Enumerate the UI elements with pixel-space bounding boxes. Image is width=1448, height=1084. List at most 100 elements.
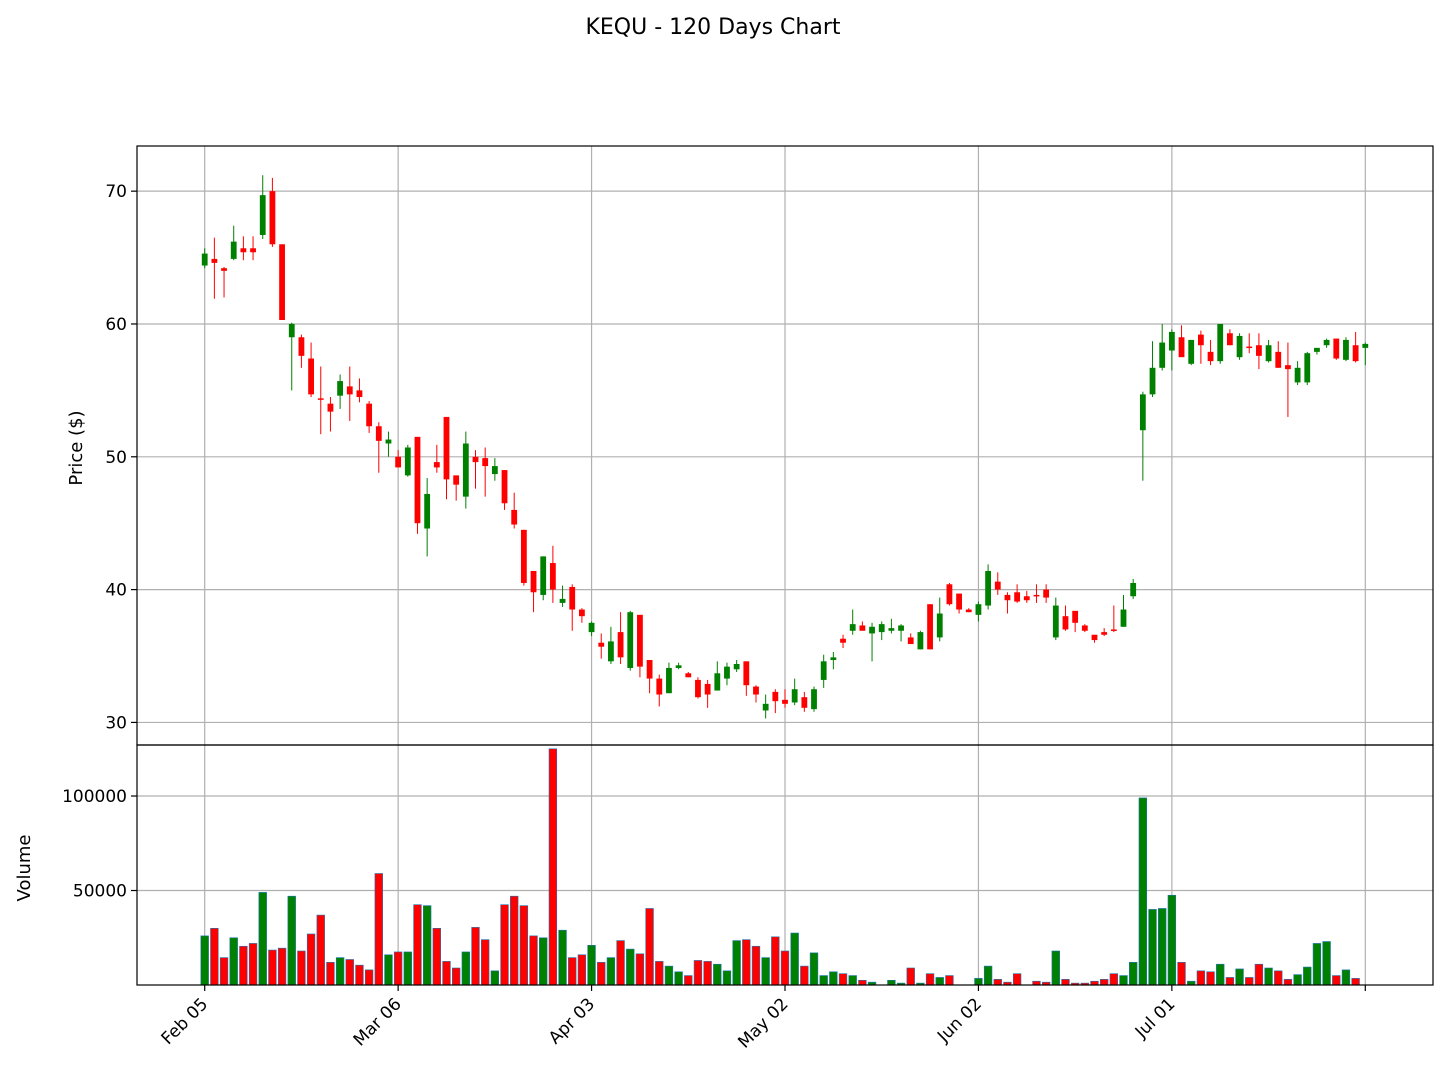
candle-body bbox=[820, 661, 827, 680]
candle-body bbox=[578, 609, 585, 617]
candle-body bbox=[250, 248, 256, 253]
candle bbox=[1323, 338, 1330, 348]
volume-bar bbox=[471, 927, 480, 986]
candle bbox=[1043, 584, 1050, 603]
candle-body bbox=[975, 604, 982, 615]
candle-body bbox=[1023, 596, 1030, 601]
candle-body bbox=[878, 624, 885, 633]
volume-bar bbox=[326, 962, 335, 986]
candle-body bbox=[240, 248, 247, 253]
candle-body bbox=[385, 439, 392, 444]
candle bbox=[946, 582, 953, 606]
volume-bar bbox=[1206, 971, 1215, 986]
candle bbox=[1314, 347, 1320, 355]
candle bbox=[936, 597, 943, 642]
candle-body bbox=[433, 462, 440, 468]
candle bbox=[1207, 339, 1214, 366]
candle-body bbox=[1120, 609, 1127, 627]
candle-body bbox=[888, 628, 895, 631]
candle bbox=[1130, 578, 1137, 599]
candle bbox=[1188, 339, 1195, 366]
volume-bar bbox=[1274, 970, 1283, 986]
candle bbox=[549, 545, 556, 603]
volume-bar bbox=[219, 957, 229, 986]
candle-body bbox=[1275, 351, 1282, 368]
candle bbox=[849, 609, 856, 635]
candle-body bbox=[1033, 594, 1040, 597]
candle bbox=[1256, 333, 1262, 370]
candle bbox=[511, 492, 518, 529]
candle-body bbox=[907, 637, 914, 645]
candle bbox=[1246, 333, 1253, 354]
candle-body bbox=[840, 638, 846, 643]
candle-body bbox=[1314, 347, 1320, 352]
candle-body bbox=[772, 691, 779, 702]
candle bbox=[1062, 605, 1069, 631]
candle bbox=[975, 601, 982, 622]
candle-body bbox=[549, 563, 556, 590]
volume-bar bbox=[1138, 797, 1148, 986]
candle bbox=[327, 397, 334, 432]
candle bbox=[1110, 605, 1117, 633]
candle-body bbox=[298, 337, 305, 356]
candle-body bbox=[685, 673, 692, 678]
candle bbox=[1052, 597, 1059, 641]
volume-bar bbox=[374, 873, 383, 986]
volume-bar bbox=[626, 948, 635, 986]
volume-bar bbox=[558, 929, 567, 986]
volume-bar bbox=[248, 943, 258, 986]
volume-bar bbox=[355, 964, 364, 986]
candle-body bbox=[1226, 333, 1233, 346]
candle bbox=[385, 431, 392, 457]
volume-bar bbox=[780, 950, 790, 986]
volume-bar bbox=[1225, 977, 1235, 986]
candle-body bbox=[540, 556, 547, 595]
candle bbox=[695, 677, 701, 699]
candle-body bbox=[404, 447, 411, 476]
volume-panel-frame bbox=[136, 744, 1434, 986]
volume-bar bbox=[751, 945, 761, 986]
volume-bar bbox=[548, 748, 558, 986]
candle bbox=[714, 661, 721, 691]
candle-body bbox=[588, 622, 595, 633]
candle-body bbox=[1081, 625, 1088, 631]
candle-body bbox=[501, 470, 508, 504]
candle bbox=[317, 366, 324, 435]
candle-body bbox=[1246, 346, 1253, 349]
candle-body bbox=[1168, 331, 1175, 351]
volume-bar bbox=[664, 965, 674, 986]
candle-body bbox=[569, 586, 576, 610]
candle-body bbox=[1265, 345, 1272, 362]
volume-bar bbox=[1216, 963, 1225, 986]
volume-bar bbox=[258, 892, 267, 986]
volume-bar bbox=[935, 977, 944, 986]
candle bbox=[472, 450, 479, 489]
volume-bar bbox=[829, 971, 838, 986]
candle-body bbox=[559, 598, 566, 603]
candle-body bbox=[1236, 335, 1243, 358]
candle-body bbox=[1343, 339, 1349, 360]
volume-bar bbox=[568, 957, 577, 986]
volume-bar bbox=[413, 904, 422, 986]
candle-body bbox=[375, 426, 382, 441]
volume-bar bbox=[297, 950, 306, 986]
candle bbox=[762, 694, 769, 719]
volume-bar bbox=[519, 905, 529, 986]
volume-bar bbox=[529, 935, 538, 986]
candle-body bbox=[472, 456, 479, 463]
volume-bar bbox=[1099, 979, 1109, 986]
candle-body bbox=[317, 398, 324, 400]
candle bbox=[1120, 594, 1127, 627]
x-tick-label: Feb 05 bbox=[158, 994, 213, 1049]
candle-body bbox=[1101, 632, 1108, 635]
candle bbox=[1294, 361, 1301, 386]
candle bbox=[259, 175, 266, 239]
candle-body bbox=[965, 609, 972, 613]
candle bbox=[830, 652, 837, 670]
candle bbox=[1081, 624, 1088, 633]
candle bbox=[743, 661, 750, 696]
volume-bar bbox=[1119, 975, 1128, 986]
volume-bar bbox=[1351, 978, 1360, 986]
candle bbox=[646, 659, 653, 694]
